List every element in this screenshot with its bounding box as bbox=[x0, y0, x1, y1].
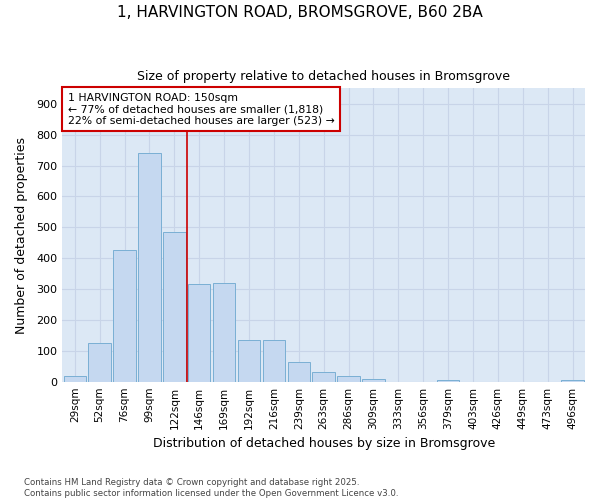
X-axis label: Distribution of detached houses by size in Bromsgrove: Distribution of detached houses by size … bbox=[152, 437, 495, 450]
Bar bbox=[337, 376, 360, 382]
Text: 1 HARVINGTON ROAD: 150sqm
← 77% of detached houses are smaller (1,818)
22% of se: 1 HARVINGTON ROAD: 150sqm ← 77% of detac… bbox=[68, 92, 334, 126]
Bar bbox=[113, 250, 136, 382]
Bar bbox=[263, 340, 285, 382]
Text: Contains HM Land Registry data © Crown copyright and database right 2025.
Contai: Contains HM Land Registry data © Crown c… bbox=[24, 478, 398, 498]
Bar bbox=[437, 380, 460, 382]
Text: 1, HARVINGTON ROAD, BROMSGROVE, B60 2BA: 1, HARVINGTON ROAD, BROMSGROVE, B60 2BA bbox=[117, 5, 483, 20]
Title: Size of property relative to detached houses in Bromsgrove: Size of property relative to detached ho… bbox=[137, 70, 510, 83]
Bar bbox=[287, 362, 310, 382]
Bar bbox=[313, 372, 335, 382]
Bar bbox=[88, 343, 111, 382]
Bar bbox=[163, 232, 185, 382]
Bar bbox=[188, 284, 211, 382]
Bar bbox=[562, 380, 584, 382]
Bar bbox=[238, 340, 260, 382]
Bar bbox=[213, 284, 235, 382]
Y-axis label: Number of detached properties: Number of detached properties bbox=[15, 136, 28, 334]
Bar bbox=[138, 153, 161, 382]
Bar bbox=[64, 376, 86, 382]
Bar bbox=[362, 378, 385, 382]
